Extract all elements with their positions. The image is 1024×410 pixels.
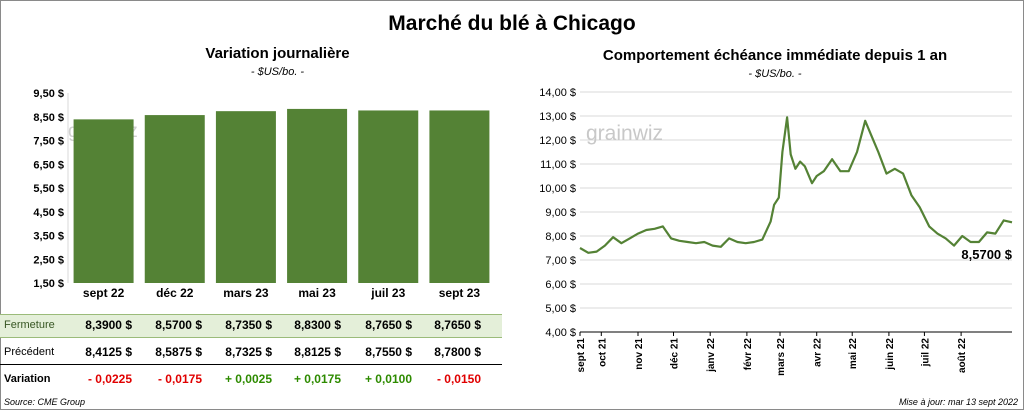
y-tick-label: 14,00 $ <box>539 87 576 99</box>
y-tick-label: 10,00 $ <box>539 183 576 195</box>
x-tick-label: févr 22 <box>743 338 754 371</box>
row-close-cell: 8,5700 $ <box>155 318 202 332</box>
x-tick-label: juil 22 <box>920 338 931 368</box>
y-tick-label: 3,50 $ <box>33 231 64 243</box>
bar <box>429 110 490 283</box>
line-chart-unit: - $US/bo. - <box>748 68 802 80</box>
x-tick-label: avr 22 <box>813 338 824 367</box>
y-tick-label: 12,00 $ <box>539 135 576 147</box>
row-prev-cell: 8,8125 $ <box>294 345 341 359</box>
x-tick-label: janv 22 <box>706 338 717 373</box>
x-tick-label: sept 22 <box>83 286 125 300</box>
bar-chart-unit: - $US/bo. - <box>250 66 305 78</box>
row-close-cell: 8,7650 $ <box>365 318 412 332</box>
x-tick-label: mai 23 <box>298 286 336 300</box>
y-tick-label: 6,50 $ <box>33 159 64 171</box>
y-tick-label: 7,50 $ <box>33 136 64 148</box>
x-tick-label: mars 23 <box>223 286 269 300</box>
y-tick-label: 11,00 $ <box>540 159 576 171</box>
row-close-cell: 8,7650 $ <box>434 318 481 332</box>
row-prev-cell: 8,5875 $ <box>155 345 202 359</box>
y-tick-label: 8,50 $ <box>33 112 64 124</box>
row-prev-label: Précédent <box>4 346 55 358</box>
y-tick-label: 5,00 $ <box>545 303 576 315</box>
bar <box>144 115 205 284</box>
y-tick-label: 9,50 $ <box>33 88 64 100</box>
source-note: Source: CME Group <box>4 397 86 407</box>
y-tick-label: 7,00 $ <box>545 255 576 267</box>
x-tick-label: déc 21 <box>670 338 681 370</box>
y-tick-label: 4,50 $ <box>33 207 64 219</box>
x-tick-label: août 22 <box>957 338 968 373</box>
x-tick-label: mai 22 <box>848 338 859 370</box>
y-tick-label: 13,00 $ <box>539 111 576 123</box>
bar-chart: grainwiz1,50 $2,50 $3,50 $4,50 $5,50 $6,… <box>33 88 490 300</box>
close-row-highlight <box>0 314 502 338</box>
row-var-cell: - 0,0225 <box>87 372 132 386</box>
row-prev-cell: 8,7550 $ <box>365 345 412 359</box>
x-tick-label: oct 21 <box>597 338 608 367</box>
y-tick-label: 1,50 $ <box>33 278 64 290</box>
y-tick-label: 4,00 $ <box>545 327 576 339</box>
row-prev-cell: 8,7800 $ <box>434 345 481 359</box>
row-close-cell: 8,7350 $ <box>225 318 272 332</box>
bar-chart-title: Variation journalière <box>205 45 350 62</box>
line-chart: 4,00 $ 5,00 $ 6,00 $ 7,00 $ 8,00 $ 9,00 $ 10,0… <box>539 87 1013 376</box>
y-tick-label: 5,50 $ <box>33 183 64 195</box>
x-tick-label: juil 23 <box>370 286 405 300</box>
update-note: Mise à jour: mar 13 sept 2022 <box>898 397 1018 407</box>
row-prev-cell: 8,4125 $ <box>85 345 132 359</box>
x-tick-label: juin 22 <box>885 338 896 371</box>
price-line <box>579 116 1013 254</box>
x-tick-label: nov 21 <box>634 338 645 370</box>
y-tick-label: 2,50 $ <box>33 254 64 266</box>
watermark-logo: grainwiz <box>586 122 663 145</box>
row-var-cell: + 0,0175 <box>293 372 341 386</box>
bar <box>73 119 134 283</box>
bar <box>287 108 348 283</box>
row-close-cell: 8,8300 $ <box>294 318 341 332</box>
x-tick-label: sept 23 <box>439 286 481 300</box>
row-var-cell: + 0,0100 <box>364 372 412 386</box>
row-close-cell: 8,3900 $ <box>85 318 132 332</box>
row-var-cell: - 0,0150 <box>436 372 481 386</box>
y-tick-label: 8,00 $ <box>545 231 576 243</box>
line-chart-title: Comportement échéance immédiate depuis 1… <box>602 47 948 64</box>
row-close-label: Fermeture <box>4 319 55 331</box>
row-var-cell: + 0,0025 <box>224 372 272 386</box>
x-tick-label: mars 22 <box>776 338 787 376</box>
bar <box>215 111 276 283</box>
last-price-label: 8,5700 $ <box>961 247 1012 262</box>
page-title: Marché du blé à Chicago <box>388 12 636 35</box>
x-tick-label: déc 22 <box>156 286 194 300</box>
table-divider <box>0 364 502 365</box>
row-var-label: Variation <box>4 373 51 385</box>
x-tick-label: sept 21 <box>576 338 587 373</box>
row-var-cell: - 0,0175 <box>157 372 202 386</box>
y-tick-label: 6,00 $ <box>545 279 576 291</box>
y-tick-label: 9,00 $ <box>545 207 576 219</box>
bar <box>358 110 419 283</box>
row-prev-cell: 8,7325 $ <box>225 345 272 359</box>
